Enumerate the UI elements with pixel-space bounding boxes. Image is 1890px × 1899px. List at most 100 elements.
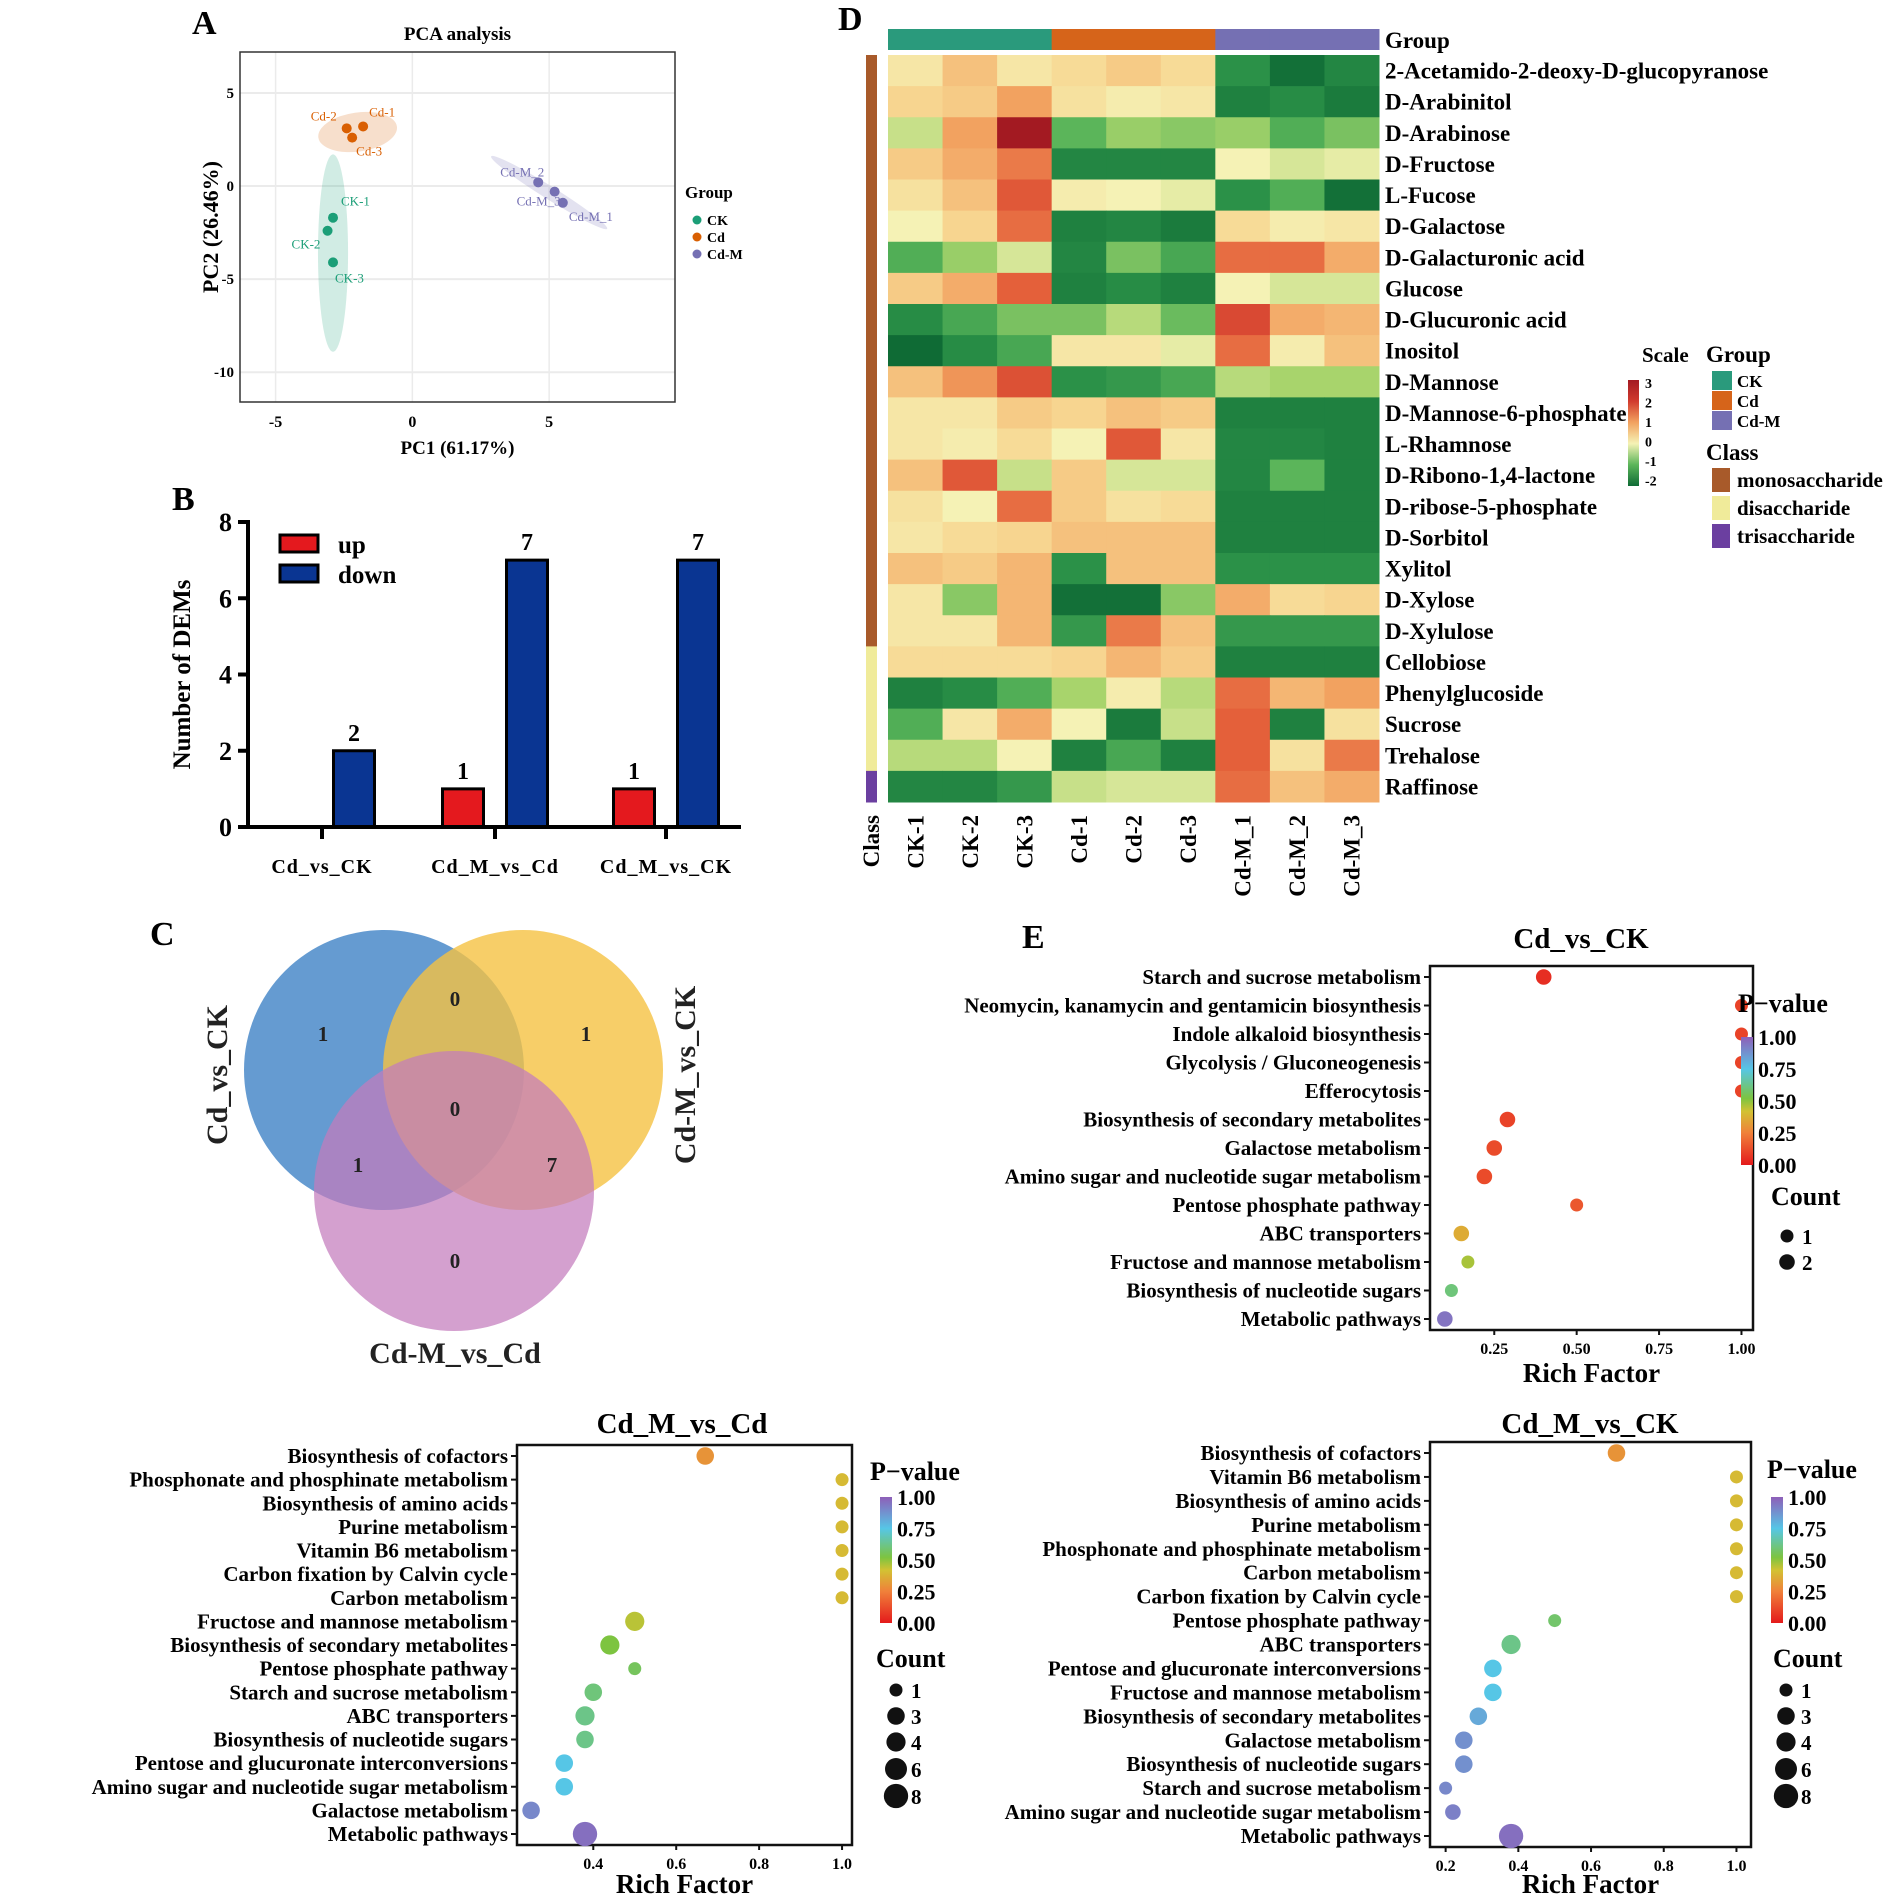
heatmap-cell [1215, 272, 1271, 305]
heatmap-cell [1160, 459, 1216, 492]
column-label: Cd-M_2 [1285, 815, 1310, 897]
heatmap-cell [1051, 646, 1107, 678]
heatmap-cell [942, 553, 998, 585]
heatmap-cell [888, 615, 944, 647]
pathway-bubble [555, 1777, 574, 1796]
heatmap-cell [1051, 708, 1107, 741]
heatmap-cell [997, 241, 1053, 274]
count-legend-label: 4 [1801, 1731, 1812, 1755]
pathway-label: Starch and sucrose metabolism [229, 1680, 508, 1704]
heatmap-cell [942, 210, 998, 243]
pathway-bubble [628, 1662, 642, 1676]
y-tick-label: 0 [219, 813, 232, 842]
group-annotation-cell [997, 29, 1053, 50]
heatmap-cell [942, 335, 998, 367]
heatmap-cell [1160, 615, 1216, 647]
class-annotation-cell [866, 210, 877, 243]
class-legend-swatch [1712, 496, 1730, 520]
pathway-label: Pentose phosphate pathway [1172, 1609, 1421, 1633]
row-label: 2-Acetamido-2-deoxy-D-glucopyranose [1385, 59, 1768, 84]
heatmap-cell [1160, 428, 1216, 461]
pca-point-label: Cd-M_3 [517, 194, 561, 209]
class-annotation-cell [866, 148, 877, 180]
pathway-bubble [1453, 1225, 1470, 1242]
heatmap-cell [1269, 55, 1325, 87]
column-label: CK-3 [1012, 815, 1037, 869]
heatmap-cell [1215, 117, 1271, 149]
pca-point [347, 132, 358, 143]
heatmap-cell [1106, 366, 1162, 398]
count-legend-label: 8 [911, 1785, 922, 1809]
heatmap-cell [1160, 490, 1216, 523]
heatmap-cell [1051, 86, 1107, 118]
pathway-label: Fructose and mannose metabolism [1110, 1250, 1421, 1274]
heatmap-cell [1106, 770, 1162, 803]
heatmap-cell [1106, 490, 1162, 523]
row-label: Xylitol [1385, 557, 1451, 582]
heatmap-cell [888, 241, 944, 274]
class-annotation-cell [866, 739, 877, 772]
x-tick-label: 0 [408, 414, 416, 431]
row-label: D-Ribono-1,4-lactone [1385, 463, 1595, 488]
pathway-label: Biosynthesis of cofactors [288, 1444, 508, 1468]
heatmap-cell [888, 553, 944, 585]
heatmap-cell [1106, 553, 1162, 585]
count-legend-label: 1 [1802, 1225, 1813, 1249]
pathway-bubble [1439, 1781, 1453, 1795]
legend-swatch-down [278, 563, 320, 584]
heatmap-cell [1269, 584, 1325, 616]
heatmap-cell [942, 708, 998, 741]
pca-point-label: Cd-M_1 [569, 209, 613, 224]
group-annotation-cell [1051, 29, 1107, 50]
heatmap-cell [1215, 677, 1271, 710]
pathway-bubble [1501, 1634, 1521, 1655]
heatmap-cell [1324, 335, 1380, 367]
count-legend-dot [883, 1783, 909, 1809]
count-legend-label: 8 [1801, 1785, 1812, 1809]
pathway-label: Amino sugar and nucleotide sugar metabol… [1005, 1165, 1422, 1189]
heatmap-cell [1160, 210, 1216, 243]
heatmap-cell [1160, 304, 1216, 336]
heatmap-cell [888, 272, 944, 305]
pathway-label: Carbon fixation by Calvin cycle [1136, 1585, 1421, 1609]
x-axis-label: PC1 (61.17%) [401, 438, 515, 459]
x-tick-label: Cd_M_vs_Cd [431, 856, 559, 878]
y-tick-label: -10 [214, 365, 234, 381]
class-legend-swatch [1712, 524, 1730, 548]
heatmap-cell [1269, 521, 1325, 554]
pathway-bubble [572, 1821, 598, 1847]
heatmap-cell [1160, 584, 1216, 616]
pathway-bubble [600, 1635, 620, 1655]
x-tick-label: Cd_vs_CK [271, 856, 372, 878]
heatmap-cell [1269, 490, 1325, 523]
scale-title: Scale [1642, 343, 1689, 367]
x-axis-label: Rich Factor [616, 1869, 753, 1899]
heatmap-cell [888, 521, 944, 554]
heatmap-cell [1324, 646, 1380, 678]
heatmap-cell [1324, 366, 1380, 398]
class-annotation-cell [866, 708, 877, 741]
pathway-bubble [835, 1473, 849, 1487]
pca-point [341, 123, 352, 134]
pathway-label: Phosphonate and phosphinate metabolism [1042, 1537, 1421, 1561]
scale-tick-label: 0 [1645, 436, 1652, 451]
pathway-label: Fructose and mannose metabolism [197, 1609, 508, 1633]
x-tick-label: 0.25 [1480, 1341, 1508, 1358]
x-tick-label: 0.8 [1654, 1858, 1674, 1875]
legend-marker [692, 249, 702, 259]
count-legend-dot [1779, 1683, 1793, 1697]
class-axis-label: Class [859, 815, 884, 867]
x-tick-label: 5 [545, 414, 553, 431]
heatmap-cell [1051, 304, 1107, 336]
bar-down [505, 558, 549, 829]
heatmap-cell [997, 770, 1053, 803]
confidence-ellipse [317, 154, 349, 352]
pathway-bubble [835, 1496, 849, 1510]
pathway-bubble [1729, 1518, 1743, 1532]
pathway-bubble [555, 1754, 574, 1772]
class-legend-swatch [1712, 468, 1730, 492]
heatmap-cell [1160, 272, 1216, 305]
heatmap-cell [1106, 708, 1162, 741]
heatmap-cell [1051, 117, 1107, 149]
heatmap-cell [997, 490, 1053, 523]
